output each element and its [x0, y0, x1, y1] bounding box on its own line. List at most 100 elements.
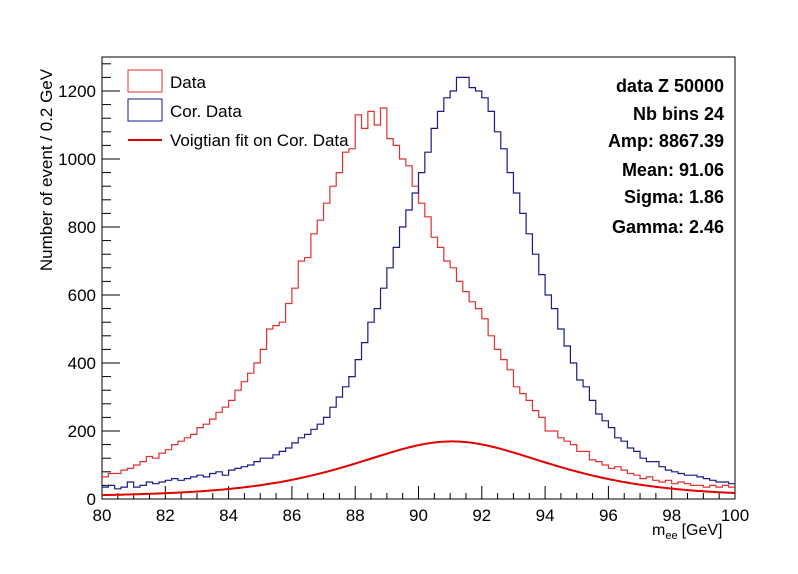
histogram-bin — [558, 328, 564, 330]
histogram-bin — [108, 484, 114, 486]
histogram-bin — [539, 416, 545, 418]
histogram-bin — [501, 359, 507, 361]
histogram-bin — [589, 459, 595, 461]
histogram-bin — [672, 483, 678, 485]
histogram-bin — [596, 413, 602, 415]
x-tick-label: 84 — [219, 506, 238, 525]
stat-line-gamma: Gamma: 2.46 — [612, 217, 724, 237]
histogram-bin — [172, 478, 178, 480]
histogram-bin — [115, 473, 121, 475]
histogram-bin — [532, 253, 538, 255]
histogram-bin — [494, 131, 500, 133]
histogram-bin — [241, 466, 247, 468]
x-tick-label: 96 — [599, 506, 618, 525]
histogram-bin — [216, 411, 222, 413]
histogram-bin — [355, 359, 361, 361]
histogram-bin — [431, 236, 437, 238]
histogram-bin — [292, 287, 298, 289]
histogram-bin — [425, 151, 431, 153]
histogram-bin — [311, 233, 317, 235]
histogram-bin — [513, 386, 519, 388]
x-tick-label: 90 — [409, 506, 428, 525]
histogram-bin — [336, 396, 342, 398]
histogram-bin — [551, 308, 557, 310]
histogram-bin — [140, 484, 146, 486]
plot-frame — [101, 56, 736, 500]
histogram-bin — [716, 486, 722, 488]
histogram-bin — [412, 192, 418, 194]
voigtian-fit-curve — [101, 440, 736, 497]
histogram-bin — [368, 321, 374, 323]
x-tick-label: 86 — [282, 506, 301, 525]
histogram-bin — [722, 484, 728, 486]
histogram-bin — [210, 473, 216, 475]
histogram-bin — [172, 444, 178, 446]
histogram-bin — [577, 450, 583, 452]
axes: 80 82 84 86 88 90 92 94 96 98 10002004006008001000… — [58, 63, 749, 525]
histogram-bin — [279, 450, 285, 452]
stats-box: data Z 50000 Nb bins 24 Amp: 8867.39 Mea… — [608, 76, 724, 237]
histogram-bin — [393, 144, 399, 146]
x-tick-label: 98 — [662, 506, 681, 525]
histogram-bin — [697, 484, 703, 486]
histogram-bin — [406, 209, 412, 211]
histogram-bin — [374, 124, 380, 126]
histogram-bin — [577, 379, 583, 381]
histogram-bin — [368, 110, 374, 112]
histogram-bin — [184, 478, 190, 480]
histogram-bin — [178, 479, 184, 481]
histogram-bin — [501, 148, 507, 150]
histogram-bin — [292, 442, 298, 444]
histogram-bin — [659, 466, 665, 468]
cor-data-step-line — [102, 76, 735, 490]
histogram-bin — [260, 348, 266, 350]
histogram-bin — [229, 399, 235, 401]
legend-fit-label: Voigtian fit on Cor. Data — [170, 131, 349, 150]
histogram-bin — [589, 399, 595, 401]
histogram-bin — [412, 185, 418, 187]
histogram-bin — [102, 486, 108, 488]
histogram-bin — [267, 457, 273, 459]
histogram-bin — [216, 471, 222, 473]
histogram-bin — [482, 97, 488, 99]
histogram-bin — [615, 466, 621, 468]
histogram-bin — [381, 107, 387, 109]
histogram-bin — [134, 486, 140, 488]
y-tick-label: 200 — [68, 422, 96, 441]
histogram-bin — [248, 464, 254, 466]
histogram-bin — [260, 457, 266, 459]
histogram-bin — [463, 76, 469, 78]
histogram-bin — [387, 267, 393, 269]
histogram-bin — [539, 274, 545, 276]
fit-curve-path — [101, 440, 736, 497]
histogram-bin — [634, 474, 640, 476]
x-tick-label: 82 — [156, 506, 175, 525]
histogram-bin — [646, 461, 652, 463]
x-tick-label: 100 — [721, 506, 749, 525]
histogram-bin — [121, 486, 127, 488]
histogram-bin — [551, 430, 557, 432]
histogram-bin — [564, 345, 570, 347]
histogram-bin — [564, 440, 570, 442]
y-axis-label: Number of event / 0.2 GeV — [37, 68, 56, 271]
x-tick-label: 94 — [536, 506, 555, 525]
data-step-line — [102, 107, 735, 488]
histogram-bin — [710, 484, 716, 486]
histogram-bin — [425, 216, 431, 218]
x-tick-label: 92 — [472, 506, 491, 525]
histogram-bin — [400, 226, 406, 228]
histogram-bin — [305, 433, 311, 435]
histogram-bin — [140, 461, 146, 463]
histogram-bin — [362, 342, 368, 344]
histogram-bin — [203, 423, 209, 425]
histogram-bin — [659, 481, 665, 483]
histogram-bin — [570, 444, 576, 446]
histogram-bin — [235, 467, 241, 469]
histogram-bin — [330, 406, 336, 408]
histogram-bin — [406, 165, 412, 167]
histogram-bin — [191, 433, 197, 435]
histogram-bin — [520, 393, 526, 395]
histogram-bin — [456, 280, 462, 282]
histogram-bin — [672, 471, 678, 473]
histogram-bin — [317, 219, 323, 221]
